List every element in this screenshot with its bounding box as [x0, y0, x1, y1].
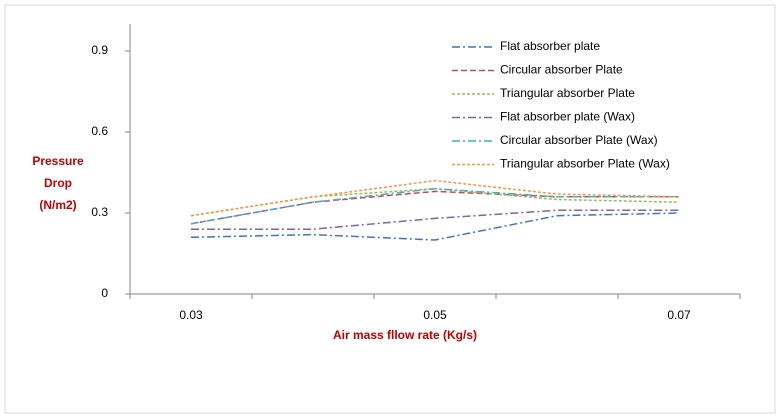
x-tick-label: 0.03 — [179, 308, 203, 322]
legend-label: Circular absorber Plate — [500, 63, 623, 77]
chart-border — [4, 4, 776, 414]
legend-label: Flat absorber plate (Wax) — [500, 110, 635, 124]
y-axis-title: Drop — [44, 176, 72, 190]
y-tick-label: 0.9 — [91, 43, 108, 57]
y-tick-label: 0 — [101, 286, 108, 300]
y-tick-label: 0.6 — [91, 124, 108, 138]
y-tick-label: 0.3 — [91, 205, 108, 219]
y-axis-title: Pressure — [32, 154, 84, 168]
legend-label: Circular absorber Plate (Wax) — [500, 133, 658, 147]
legend-label: Triangular absorber Plate (Wax) — [500, 157, 670, 171]
series-line — [190, 179, 680, 217]
series-line — [191, 209, 679, 230]
legend-label: Flat absorber plate — [500, 39, 600, 53]
series-line — [190, 212, 680, 241]
x-axis-title: Air mass fllow rate (Kg/s) — [333, 328, 477, 342]
series-line — [190, 187, 679, 225]
legend-label: Triangular absorber Plate — [500, 86, 635, 100]
x-tick-label: 0.07 — [667, 308, 691, 322]
x-tick-label: 0.05 — [423, 308, 447, 322]
y-axis-title: (N/m2) — [39, 198, 76, 212]
